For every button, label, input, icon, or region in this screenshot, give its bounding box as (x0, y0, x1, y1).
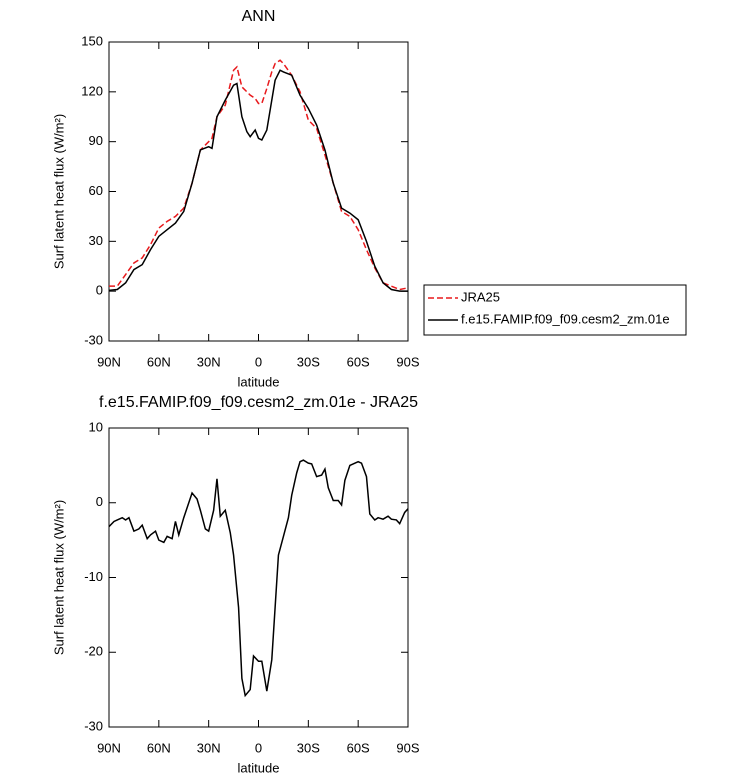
x-tick-label: 60N (147, 354, 171, 369)
plot-frame (108, 41, 409, 342)
x-tick-label: 90S (396, 354, 419, 369)
x-tick-label: 30N (197, 354, 221, 369)
legend-label: JRA25 (461, 289, 500, 304)
y-tick-label: 10 (89, 419, 103, 434)
x-tick-label: 90N (97, 740, 121, 755)
y-axis-label: Surf latent heat flux (W/m²) (51, 500, 66, 655)
y-tick-label: 120 (81, 83, 103, 98)
x-axis-label: latitude (238, 374, 280, 389)
data-line (109, 59, 409, 291)
x-tick-label: 90S (396, 740, 419, 755)
x-tick-label: 0 (255, 740, 262, 755)
legend-label: f.e15.FAMIP.f09_f09.cesm2_zm.01e (461, 311, 670, 326)
y-tick-label: 30 (89, 233, 103, 248)
y-tick-label: 90 (89, 133, 103, 148)
chart-title: f.e15.FAMIP.f09_f09.cesm2_zm.01e - JRA25 (99, 394, 418, 411)
x-tick-label: 60S (347, 354, 370, 369)
legend-box (423, 284, 687, 336)
panel: f.e15.FAMIP.f09_f09.cesm2_zm.01e - JRA25… (51, 394, 419, 775)
y-tick-label: -30 (84, 332, 103, 347)
data-line (108, 69, 408, 292)
x-tick-label: 30S (297, 740, 320, 755)
y-tick-label: -10 (84, 569, 103, 584)
x-tick-label: 0 (255, 354, 262, 369)
x-tick-label: 60S (347, 740, 370, 755)
x-tick-label: 90N (97, 354, 121, 369)
x-tick-label: 60N (147, 740, 171, 755)
y-tick-label: -30 (84, 718, 103, 733)
y-tick-label: -20 (84, 644, 103, 659)
x-tick-label: 30N (197, 740, 221, 755)
x-axis-label: latitude (238, 760, 280, 775)
data-line (108, 459, 409, 698)
plot-frame (108, 427, 409, 728)
y-tick-label: 0 (96, 494, 103, 509)
panel: ANN -30 0 30 60 90 120 150 90N 60N 30N 0 30S 60S 90S la… (51, 8, 687, 389)
y-tick-label: 0 (96, 283, 103, 298)
chart-title: ANN (242, 8, 276, 25)
y-axis-label: Surf latent heat flux (W/m²) (51, 114, 66, 269)
x-tick-label: 30S (297, 354, 320, 369)
y-tick-label: 150 (81, 33, 103, 48)
y-tick-label: 60 (89, 183, 103, 198)
